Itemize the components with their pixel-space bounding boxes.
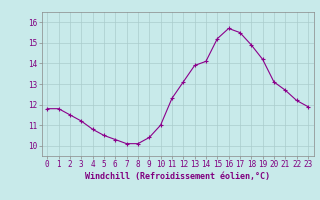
X-axis label: Windchill (Refroidissement éolien,°C): Windchill (Refroidissement éolien,°C)	[85, 172, 270, 181]
